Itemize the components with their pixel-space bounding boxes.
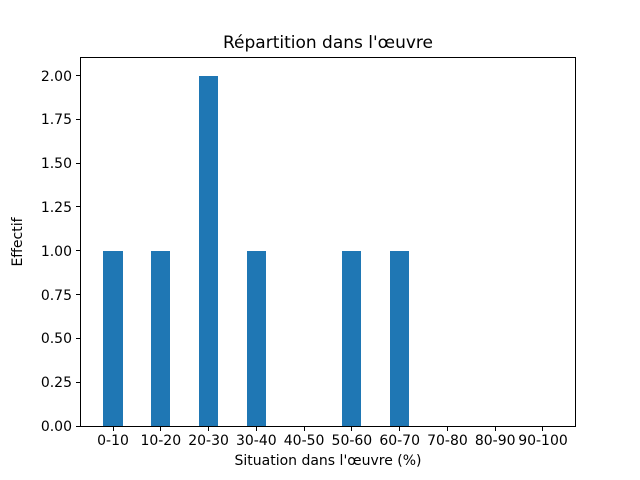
y-tick-label: 0.50: [40, 331, 72, 348]
bar-50-60: [342, 250, 362, 426]
x-tick-label: 70-80: [427, 433, 468, 449]
x-tick-label: 20-30: [188, 433, 229, 449]
bar-10-20: [151, 250, 171, 426]
y-tick-mark: [76, 75, 80, 77]
x-tick-mark: [494, 427, 496, 431]
bar-60-70: [390, 250, 410, 426]
y-tick-mark: [76, 250, 80, 252]
x-tick-label: 40-50: [283, 433, 325, 449]
y-tick-mark: [76, 337, 80, 339]
x-axis-label: Situation dans l'œuvre (%): [234, 453, 422, 469]
x-tick-mark: [303, 427, 305, 431]
x-tick-mark: [446, 427, 448, 431]
y-tick-mark: [76, 381, 80, 383]
x-tick-label: 0-10: [97, 433, 129, 449]
x-tick-label: 10-20: [140, 433, 182, 449]
bar-20-30: [199, 75, 219, 426]
x-tick-label: 60-70: [379, 433, 420, 449]
y-tick-label: 0.00: [40, 419, 72, 435]
y-tick-mark: [76, 206, 80, 208]
y-tick-label: 1.50: [40, 156, 72, 173]
y-tick-label: 0.75: [40, 287, 72, 304]
y-tick-label: 1.75: [40, 112, 72, 129]
y-axis-label: Effectif: [10, 217, 26, 267]
x-tick-mark: [208, 427, 210, 431]
x-tick-label: 80-90: [474, 433, 516, 449]
x-tick-mark: [112, 427, 114, 431]
y-tick-mark: [76, 425, 80, 427]
x-tick-mark: [255, 427, 257, 431]
x-tick-mark: [399, 427, 401, 431]
x-tick-label: 90-100: [518, 433, 568, 449]
bar-0-10: [103, 250, 123, 426]
y-tick-label: 1.00: [40, 243, 72, 260]
y-tick-label: 1.25: [40, 199, 72, 216]
y-tick-mark: [76, 162, 80, 164]
chart-title: Répartition dans l'œuvre: [222, 33, 433, 53]
bar-30-40: [246, 250, 266, 426]
x-tick-label: 50-60: [331, 433, 373, 449]
x-tick-mark: [160, 427, 162, 431]
y-tick-mark: [76, 118, 80, 120]
plot-area: 0.00 0.25 0.50 0.75 1.00 1.25 1.50 1.75 2.00 0-10…: [41, 57, 576, 449]
x-tick-mark: [351, 427, 353, 431]
y-tick-label: 2.00: [40, 68, 72, 85]
y-tick-label: 0.25: [40, 375, 72, 392]
y-tick-mark: [76, 294, 80, 296]
x-tick-label: 30-40: [235, 433, 277, 449]
x-tick-mark: [542, 427, 544, 431]
